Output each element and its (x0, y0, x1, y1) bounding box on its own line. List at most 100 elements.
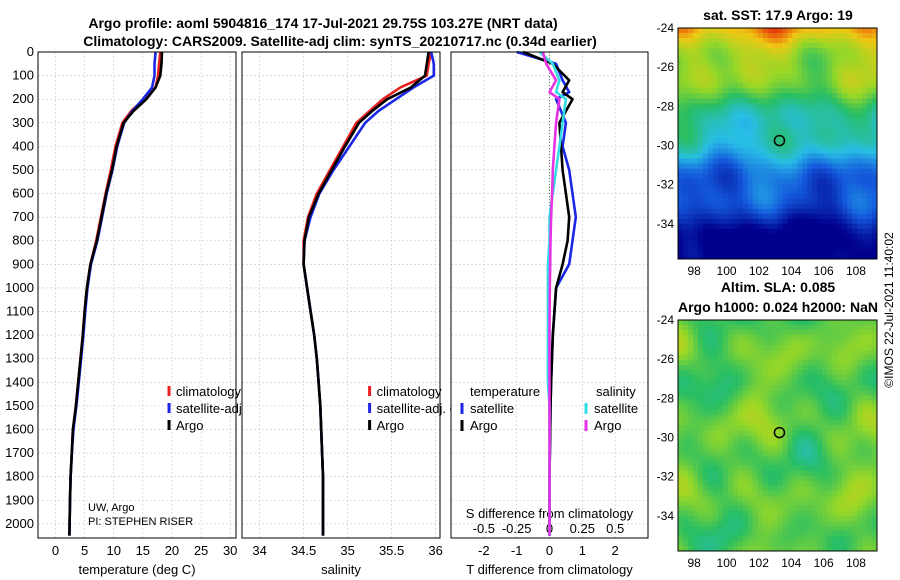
map-cell (867, 440, 873, 447)
map-cell (852, 163, 858, 170)
map-cell (692, 153, 699, 160)
map-cell (807, 178, 813, 185)
map-cell (747, 430, 754, 436)
map-cell (702, 540, 709, 547)
map-cell (777, 435, 783, 442)
map-cell (678, 198, 684, 205)
map-cell (762, 128, 769, 134)
map-cell (827, 460, 833, 467)
map-cell (747, 83, 754, 89)
map-cell (697, 530, 704, 537)
map-cell (782, 153, 788, 160)
map-cell (832, 208, 838, 215)
map-cell (802, 98, 808, 104)
map-cell (807, 530, 813, 537)
map-cell (772, 38, 778, 44)
map-cell (682, 118, 689, 124)
map-cell (797, 490, 803, 497)
map-cell (782, 88, 788, 94)
map-cell (757, 445, 764, 452)
map-cell (737, 475, 744, 482)
map-cell (777, 530, 783, 537)
map-cell (817, 420, 823, 426)
map-cell (722, 98, 729, 104)
map-cell (857, 103, 863, 109)
map-cell (722, 365, 729, 371)
map-cell (678, 168, 684, 175)
map-cell (777, 430, 783, 436)
map-cell (767, 238, 774, 245)
map-cell (747, 163, 754, 170)
map-cell (762, 395, 769, 401)
map-cell (717, 345, 724, 351)
map-cell (687, 63, 694, 69)
map-cell (767, 475, 774, 482)
map-cell (832, 163, 838, 170)
map-cell (687, 143, 694, 150)
map-cell (777, 485, 783, 492)
map-cell (852, 118, 858, 124)
map-cell (722, 395, 729, 401)
map-cell (817, 505, 823, 512)
map-cell (777, 495, 783, 502)
map-y-tick: -34 (657, 509, 675, 523)
map-cell (802, 405, 808, 411)
map-cell (727, 355, 734, 361)
map-cell (842, 168, 848, 175)
map-cell (678, 390, 684, 396)
map-cell (782, 203, 788, 210)
map-cell (767, 375, 774, 381)
map-cell (812, 410, 818, 416)
map-cell (747, 243, 754, 250)
map-cell (732, 178, 739, 185)
map-cell (802, 370, 808, 376)
map-cell (717, 83, 724, 89)
map-cell (742, 325, 749, 331)
map-cell (837, 335, 843, 341)
map-cell (797, 173, 803, 180)
map-cell (872, 390, 878, 396)
map-cell (857, 113, 863, 119)
map-cell (832, 98, 838, 104)
map-cell (732, 520, 739, 527)
map-cell (822, 148, 828, 155)
map-cell (722, 253, 729, 260)
map-cell (782, 223, 788, 230)
map-cell (822, 93, 828, 99)
map-cell (847, 223, 853, 230)
map-cell (707, 58, 714, 64)
map-cell (847, 375, 853, 381)
map-cell (842, 340, 848, 346)
map-cell (682, 73, 689, 79)
map-cell (852, 188, 858, 195)
map-cell (867, 203, 873, 210)
map-cell (772, 83, 778, 89)
map-cell (757, 395, 764, 401)
map-cell (827, 425, 833, 431)
map-cell (812, 158, 818, 165)
map-cell (872, 98, 878, 104)
map-cell (847, 238, 853, 245)
map-cell (772, 445, 778, 452)
map-cell (832, 485, 838, 492)
map-cell (732, 535, 739, 542)
map-cell (712, 218, 719, 225)
map-cell (727, 500, 734, 507)
map-cell (737, 440, 744, 447)
map-cell (857, 118, 863, 124)
map-cell (732, 505, 739, 512)
map-cell (777, 173, 783, 180)
map-cell (742, 53, 749, 59)
map-cell (727, 530, 734, 537)
map-cell (867, 345, 873, 351)
map-cell (737, 88, 744, 94)
map-cell (857, 168, 863, 175)
map-cell (747, 33, 754, 39)
map-cell (842, 515, 848, 522)
map-cell (712, 475, 719, 482)
map-cell (792, 183, 798, 190)
map-cell (837, 495, 843, 502)
map-cell (797, 43, 803, 49)
map-cell (837, 123, 843, 129)
map-cell (782, 320, 788, 326)
